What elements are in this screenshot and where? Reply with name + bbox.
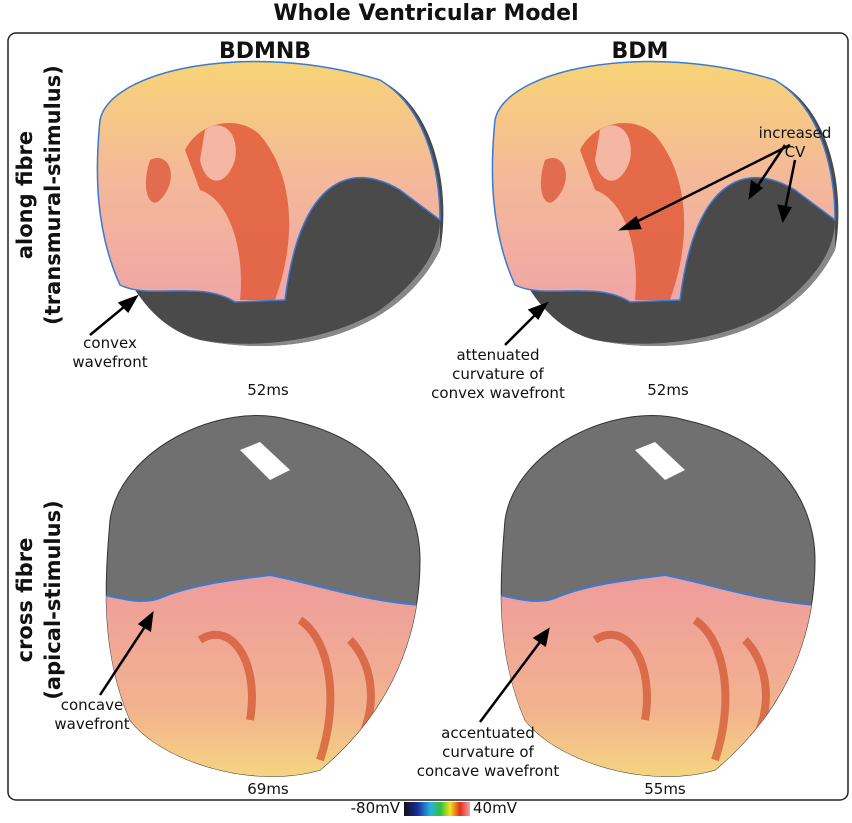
time-label: 52ms	[247, 381, 289, 399]
annotation: curvature of	[442, 743, 534, 761]
annotation: wavefront	[72, 353, 147, 371]
page: {"title": "Whole Ventricular Model", "co…	[0, 0, 852, 819]
annotation: concave wavefront	[417, 762, 560, 780]
time-label: 69ms	[247, 780, 289, 798]
annotation: concave	[61, 696, 123, 714]
annotation: convex	[83, 334, 137, 352]
row-label: (transmural-stimulus)	[41, 65, 65, 325]
figure: Whole Ventricular Model BDMNB BDM along …	[0, 0, 852, 819]
column-header: BDMNB	[219, 39, 311, 64]
colorbar-label: 40mV	[473, 799, 518, 817]
title: Whole Ventricular Model	[273, 1, 578, 26]
annotation: convex wavefront	[431, 384, 565, 402]
heart-render	[97, 61, 443, 346]
annotation: wavefront	[54, 715, 129, 733]
colorbar-label: -80mV	[351, 799, 401, 817]
annotation: increased	[759, 124, 832, 142]
row-label: cross fibre	[13, 538, 37, 663]
annotation: attenuated	[456, 346, 539, 364]
colorbar	[404, 802, 470, 816]
column-header: BDM	[612, 39, 669, 64]
time-label: 52ms	[647, 381, 689, 399]
row-label: along fibre	[13, 131, 37, 259]
annotation: accentuated	[441, 724, 535, 742]
time-label: 55ms	[644, 780, 686, 798]
heart-render	[90, 416, 440, 800]
annotation: curvature of	[452, 365, 544, 383]
row-label: (apical-stimulus)	[41, 500, 65, 699]
